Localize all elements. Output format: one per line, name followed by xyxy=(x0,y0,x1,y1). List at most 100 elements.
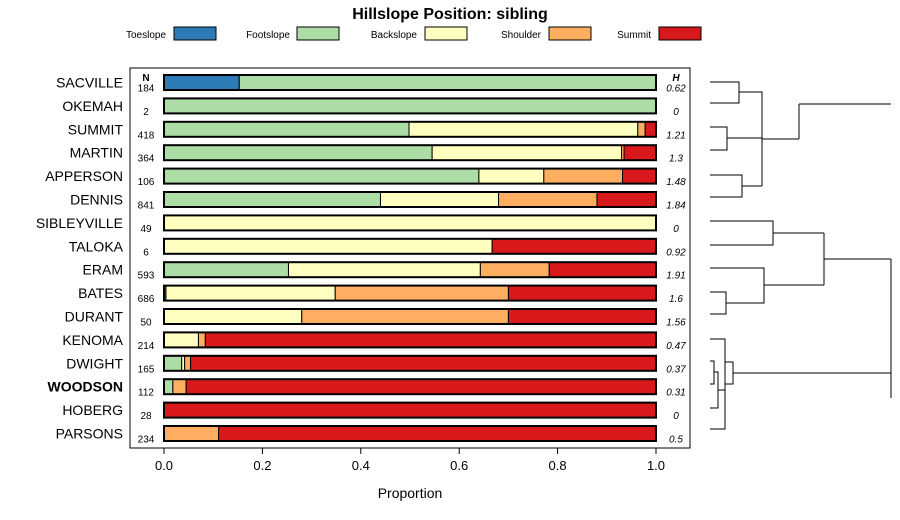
bar-segment xyxy=(163,121,410,138)
bar-segment xyxy=(197,331,206,348)
bar-outline xyxy=(163,308,657,325)
row-h-value: 0 xyxy=(673,224,679,235)
bar-rows: SACVILLE 184 0.62 OKEMAH 2 0 SUMMIT 418 1.21 MART… xyxy=(36,74,686,446)
bar-segment xyxy=(498,191,598,208)
bar-segment xyxy=(623,144,657,161)
row-n-value: 50 xyxy=(140,318,152,329)
bar-outline xyxy=(163,237,657,255)
bar-segment xyxy=(165,285,336,302)
legend-swatch xyxy=(658,26,702,41)
row-label: PARSONS xyxy=(56,426,123,442)
bar-segment xyxy=(637,121,646,138)
bar-segment xyxy=(218,425,657,442)
bar-segment xyxy=(478,168,545,185)
legend-swatch xyxy=(548,26,592,41)
bar-outline xyxy=(163,74,657,91)
bar-segment xyxy=(334,285,509,302)
bar-segment xyxy=(185,378,657,395)
row-h-value: 1.48 xyxy=(666,177,686,188)
bar-segment xyxy=(163,378,174,395)
row-n-value: 106 xyxy=(138,177,155,188)
bar-segment xyxy=(238,74,657,91)
row-n-value: 2 xyxy=(143,107,149,118)
row-label: SIBLEYVILLE xyxy=(36,215,123,231)
row-n-value: 686 xyxy=(138,294,155,305)
bar-segment xyxy=(548,261,657,278)
bar-segment xyxy=(491,238,657,255)
bar-segment xyxy=(379,191,500,208)
legend-label: Toeslope xyxy=(126,30,166,41)
row-n-value: 49 xyxy=(140,224,152,235)
x-tick-label: 1.0 xyxy=(647,458,665,473)
row-h-value: 1.91 xyxy=(666,271,685,282)
bar-segment xyxy=(507,308,657,325)
bar-outline xyxy=(163,144,657,162)
row-n-value: 418 xyxy=(138,130,155,141)
bar-segment xyxy=(163,168,480,185)
row-label: TALOKA xyxy=(69,238,124,254)
bar-segment xyxy=(163,97,657,114)
row-label: SUMMIT xyxy=(68,121,124,137)
bar-segment xyxy=(163,74,240,91)
row-label: MARTIN xyxy=(70,145,123,161)
chart-title: Hillslope Position: sibling xyxy=(352,6,548,23)
legend-label: Summit xyxy=(617,30,651,41)
bar-segment xyxy=(301,308,509,325)
x-tick-label: 0.2 xyxy=(253,458,271,473)
x-tick-label: 0.8 xyxy=(549,458,567,473)
bar-segment xyxy=(204,331,657,348)
row-n-value: 184 xyxy=(138,84,155,95)
row-label: WOODSON xyxy=(48,379,123,395)
bar-segment xyxy=(431,144,623,161)
x-axis: 0.0 0.2 0.4 0.6 0.8 1.0 xyxy=(155,448,665,473)
bar-segment xyxy=(622,168,657,185)
bar-segment xyxy=(163,144,433,161)
bar-segment xyxy=(163,425,220,442)
row-h-value: 1.21 xyxy=(666,130,685,141)
row-h-value: 0.92 xyxy=(666,247,686,258)
legend-swatch xyxy=(173,26,217,41)
x-tick-label: 0.0 xyxy=(155,458,173,473)
row-h-value: 0.47 xyxy=(666,341,686,352)
bar-segment xyxy=(287,261,481,278)
row-n-value: 28 xyxy=(140,411,152,422)
legend: Toeslope Footslope Backslope Shoulder Summit xyxy=(126,26,702,41)
bar-segment xyxy=(479,261,550,278)
legend-label: Backslope xyxy=(371,30,418,41)
bar-segment xyxy=(163,238,493,255)
bar-segment xyxy=(172,378,187,395)
h-column-header: H xyxy=(672,73,680,84)
row-h-value: 1.84 xyxy=(666,201,686,212)
legend-swatch xyxy=(296,26,340,41)
row-label: OKEMAH xyxy=(62,98,123,114)
bar-segment xyxy=(163,308,303,325)
bar-segment xyxy=(644,121,657,138)
row-h-value: 1.56 xyxy=(666,318,686,329)
bar-segment xyxy=(543,168,624,185)
bar-segment xyxy=(163,331,199,348)
row-label: HOBERG xyxy=(62,402,123,418)
x-tick-label: 0.4 xyxy=(352,458,370,473)
bar-outline xyxy=(163,284,657,302)
bar-segment xyxy=(163,402,657,419)
bar-segment xyxy=(163,355,183,372)
bar-outline xyxy=(163,167,657,185)
row-h-value: 1.3 xyxy=(669,154,683,165)
row-label: DURANT xyxy=(65,309,124,325)
bar-segment xyxy=(596,191,657,208)
row-n-value: 364 xyxy=(138,154,155,165)
bar-outline xyxy=(163,378,657,396)
legend-label: Shoulder xyxy=(501,30,542,41)
bar-outline xyxy=(163,425,657,442)
row-n-value: 112 xyxy=(138,388,154,399)
row-n-value: 593 xyxy=(138,271,155,282)
row-label: BATES xyxy=(78,285,123,301)
bar-segment xyxy=(163,214,657,231)
n-column-header: N xyxy=(142,73,149,84)
bar-outline xyxy=(163,191,657,208)
bar-segment xyxy=(184,355,192,372)
x-tick-label: 0.6 xyxy=(450,458,468,473)
bar-segment xyxy=(163,261,289,278)
x-axis-label: Proportion xyxy=(378,485,443,501)
